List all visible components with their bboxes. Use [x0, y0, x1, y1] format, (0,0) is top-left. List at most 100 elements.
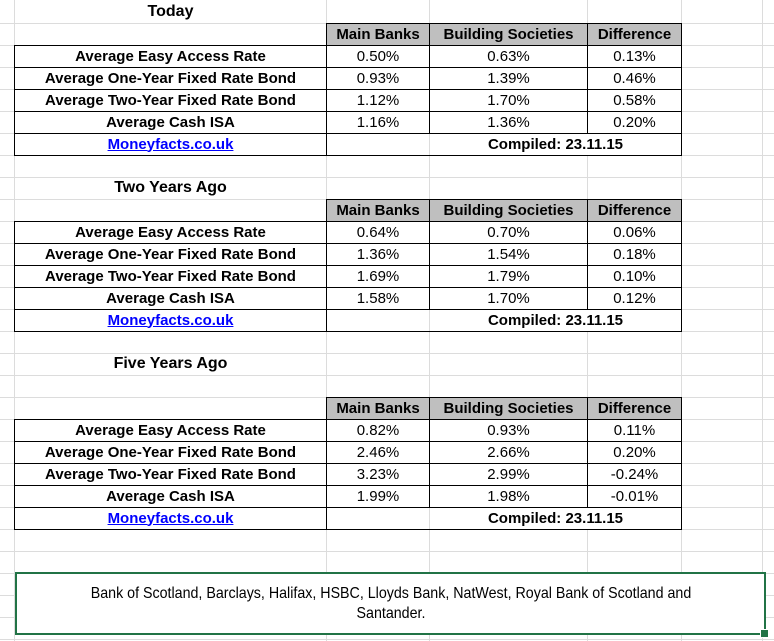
- row-label-cell[interactable]: Average Two-Year Fixed Rate Bond: [14, 264, 327, 288]
- empty-cell: [326, 506, 430, 530]
- row-label-cell[interactable]: Average Easy Access Rate: [14, 220, 327, 244]
- value-cell[interactable]: 0.93%: [326, 66, 430, 90]
- value-cell[interactable]: 0.13%: [587, 44, 682, 68]
- section-title[interactable]: Two Years Ago: [114, 179, 227, 196]
- value-cell[interactable]: -0.24%: [587, 462, 682, 486]
- value-cell[interactable]: 0.12%: [587, 286, 682, 310]
- value-cell[interactable]: -0.01%: [587, 484, 682, 508]
- empty-cell: [327, 375, 430, 397]
- value-cell[interactable]: 0.93%: [429, 418, 588, 442]
- rates-table-five-years-ago: Five Years Ago Main Banks Building Socie…: [14, 353, 682, 530]
- row-label-cell[interactable]: Average Cash ISA: [14, 286, 327, 310]
- source-link-cell: Moneyfacts.co.uk: [14, 308, 327, 332]
- table-row: Average Easy Access Rate 0.50% 0.63% 0.1…: [14, 44, 682, 68]
- table-row: Average One-Year Fixed Rate Bond 0.93% 1…: [14, 66, 682, 90]
- row-label-cell[interactable]: Average Easy Access Rate: [14, 44, 327, 68]
- table-row: Average Easy Access Rate 0.64% 0.70% 0.0…: [14, 220, 682, 244]
- gridline-vertical: [681, 0, 682, 641]
- column-header-building-societies[interactable]: Building Societies: [429, 396, 588, 420]
- value-cell[interactable]: 0.46%: [587, 66, 682, 90]
- selection-fill-handle[interactable]: [760, 629, 769, 638]
- column-header-difference[interactable]: Difference: [587, 22, 682, 46]
- column-header-main-banks[interactable]: Main Banks: [326, 22, 430, 46]
- empty-cell: [15, 23, 327, 45]
- table-row: Five Years Ago: [15, 353, 682, 375]
- section-title[interactable]: Today: [147, 3, 194, 20]
- table-row: Average Two-Year Fixed Rate Bond 1.69% 1…: [14, 264, 682, 288]
- table-row: Average Cash ISA 1.16% 1.36% 0.20%: [14, 110, 682, 134]
- column-header-difference[interactable]: Difference: [587, 198, 682, 222]
- empty-cell: [430, 177, 588, 199]
- empty-cell: [588, 177, 682, 199]
- value-cell[interactable]: 1.98%: [429, 484, 588, 508]
- column-header-main-banks[interactable]: Main Banks: [326, 198, 430, 222]
- value-cell[interactable]: 1.36%: [429, 110, 588, 134]
- column-header-building-societies[interactable]: Building Societies: [429, 22, 588, 46]
- value-cell[interactable]: 0.82%: [326, 418, 430, 442]
- table-row: Today: [15, 1, 682, 23]
- moneyfacts-link[interactable]: Moneyfacts.co.uk: [107, 311, 234, 329]
- value-cell[interactable]: 1.58%: [326, 286, 430, 310]
- value-cell[interactable]: 1.79%: [429, 264, 588, 288]
- moneyfacts-link[interactable]: Moneyfacts.co.uk: [107, 135, 234, 153]
- row-label-cell[interactable]: Average Two-Year Fixed Rate Bond: [14, 88, 327, 112]
- value-cell[interactable]: 0.64%: [326, 220, 430, 244]
- value-cell[interactable]: 3.23%: [326, 462, 430, 486]
- value-cell[interactable]: 1.16%: [326, 110, 430, 134]
- value-cell[interactable]: 1.70%: [429, 286, 588, 310]
- source-link-cell: Moneyfacts.co.uk: [14, 506, 327, 530]
- row-label-cell[interactable]: Average Two-Year Fixed Rate Bond: [14, 462, 327, 486]
- row-label-cell[interactable]: Average Easy Access Rate: [14, 418, 327, 442]
- empty-cell: [15, 199, 327, 221]
- value-cell[interactable]: 0.20%: [587, 440, 682, 464]
- value-cell[interactable]: 2.99%: [429, 462, 588, 486]
- compiled-date-cell[interactable]: Compiled: 23.11.15: [429, 506, 682, 530]
- value-cell[interactable]: 0.18%: [587, 242, 682, 266]
- table-row: Moneyfacts.co.uk Compiled: 23.11.15: [14, 506, 682, 530]
- value-cell[interactable]: 0.11%: [587, 418, 682, 442]
- banks-footnote-cell[interactable]: Bank of Scotland, Barclays, Halifax, HSB…: [15, 572, 769, 638]
- value-cell[interactable]: 0.20%: [587, 110, 682, 134]
- column-header-main-banks[interactable]: Main Banks: [326, 396, 430, 420]
- value-cell[interactable]: 2.46%: [326, 440, 430, 464]
- rates-table-today: Today Main Banks Building Societies Diff…: [14, 1, 682, 156]
- value-cell[interactable]: 1.39%: [429, 66, 588, 90]
- empty-cell: [326, 308, 430, 332]
- empty-cell: [588, 1, 682, 23]
- value-cell[interactable]: 1.12%: [326, 88, 430, 112]
- compiled-date-cell[interactable]: Compiled: 23.11.15: [429, 308, 682, 332]
- value-cell[interactable]: 0.50%: [326, 44, 430, 68]
- column-header-building-societies[interactable]: Building Societies: [429, 198, 588, 222]
- row-label-cell[interactable]: Average Cash ISA: [14, 484, 327, 508]
- table-row: Main Banks Building Societies Difference: [15, 22, 682, 46]
- value-cell[interactable]: 0.63%: [429, 44, 588, 68]
- table-row: Main Banks Building Societies Difference: [15, 396, 682, 420]
- section-title[interactable]: Five Years Ago: [113, 355, 228, 372]
- row-label-cell[interactable]: Average One-Year Fixed Rate Bond: [14, 440, 327, 464]
- value-cell[interactable]: 1.70%: [429, 88, 588, 112]
- value-cell[interactable]: 1.99%: [326, 484, 430, 508]
- value-cell[interactable]: 0.58%: [587, 88, 682, 112]
- row-label-cell[interactable]: Average Cash ISA: [14, 110, 327, 134]
- column-header-difference[interactable]: Difference: [587, 396, 682, 420]
- value-cell[interactable]: 1.36%: [326, 242, 430, 266]
- value-cell[interactable]: 1.54%: [429, 242, 588, 266]
- source-link-cell: Moneyfacts.co.uk: [14, 132, 327, 156]
- empty-cell: [326, 132, 430, 156]
- table-row: Two Years Ago: [15, 177, 682, 199]
- empty-cell: [327, 353, 430, 375]
- row-label-cell[interactable]: Average One-Year Fixed Rate Bond: [14, 66, 327, 90]
- table-row: Average One-Year Fixed Rate Bond 2.46% 2…: [14, 440, 682, 464]
- value-cell[interactable]: 1.69%: [326, 264, 430, 288]
- value-cell[interactable]: 0.70%: [429, 220, 588, 244]
- value-cell[interactable]: 0.10%: [587, 264, 682, 288]
- row-label-cell[interactable]: Average One-Year Fixed Rate Bond: [14, 242, 327, 266]
- empty-cell: [327, 1, 430, 23]
- table-row: Main Banks Building Societies Difference: [15, 198, 682, 222]
- compiled-date-cell[interactable]: Compiled: 23.11.15: [429, 132, 682, 156]
- empty-cell: [430, 1, 588, 23]
- value-cell[interactable]: 2.66%: [429, 440, 588, 464]
- moneyfacts-link[interactable]: Moneyfacts.co.uk: [107, 509, 234, 527]
- table-row: Average Two-Year Fixed Rate Bond 3.23% 2…: [14, 462, 682, 486]
- value-cell[interactable]: 0.06%: [587, 220, 682, 244]
